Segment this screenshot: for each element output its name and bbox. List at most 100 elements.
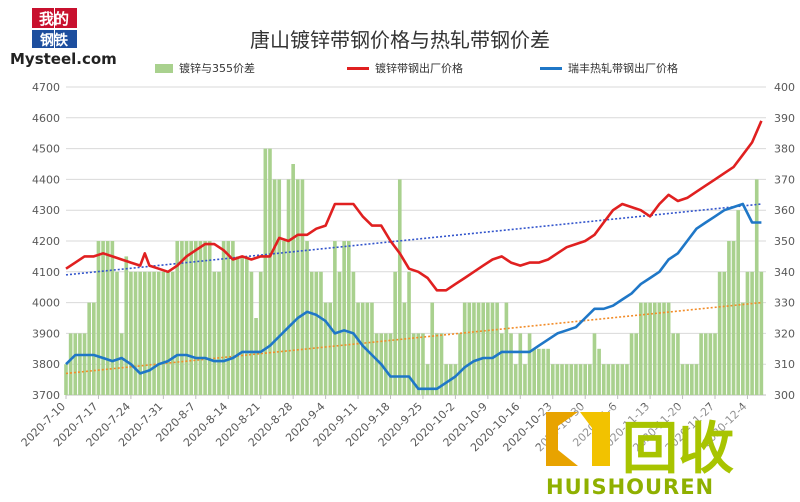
- bar: [129, 271, 133, 395]
- bar: [639, 302, 643, 395]
- bar: [207, 241, 212, 395]
- y-right-tick-label: 400: [774, 81, 795, 94]
- recycle-icon: [546, 412, 578, 466]
- bar: [333, 241, 337, 395]
- bar: [272, 179, 277, 395]
- bar: [268, 148, 272, 395]
- bar: [282, 241, 286, 395]
- bar: [606, 364, 611, 395]
- bar: [175, 241, 180, 395]
- legend-swatch-red-line: [347, 66, 369, 70]
- bar: [309, 271, 314, 395]
- y-right-tick-label: 330: [774, 297, 795, 310]
- huishouren-watermark: 回收 HUISHOUREN: [540, 406, 790, 499]
- bar: [550, 364, 555, 395]
- y-axis-left: 3700 3800 3900 4000 4100 4200 4300 4400 4500 4600…: [32, 81, 60, 402]
- mysteel-logo: 我的 钢铁 Mysteel.com: [8, 6, 118, 68]
- bar: [592, 333, 597, 395]
- y-left-tick-label: 4000: [32, 297, 60, 310]
- bar: [193, 241, 198, 395]
- bar: [319, 271, 323, 395]
- bar: [745, 271, 750, 395]
- bar: [425, 364, 430, 395]
- bar: [439, 333, 444, 395]
- bar: [504, 302, 509, 395]
- bar: [370, 302, 374, 395]
- y-right-tick-label: 340: [774, 266, 795, 279]
- bar: [759, 271, 764, 395]
- bar: [249, 271, 254, 395]
- y-right-tick-label: 350: [774, 235, 795, 248]
- bar: [328, 302, 333, 395]
- bar: [722, 271, 727, 395]
- bar: [166, 271, 170, 395]
- bar: [305, 241, 309, 395]
- bar: [680, 364, 685, 395]
- bar: [625, 364, 629, 395]
- bar: [662, 302, 666, 395]
- bar: [397, 179, 402, 395]
- y-left-tick-label: 3900: [32, 327, 60, 340]
- bar: [481, 302, 486, 395]
- y-left-tick-label: 4300: [32, 204, 60, 217]
- bar: [736, 210, 740, 395]
- bar: [652, 302, 657, 395]
- bar: [597, 348, 601, 395]
- bar: [467, 302, 472, 395]
- bar: [221, 241, 226, 395]
- bar: [374, 333, 379, 395]
- bar: [342, 241, 346, 395]
- bar: [657, 302, 662, 395]
- bar: [323, 302, 328, 395]
- bar: [532, 348, 537, 395]
- bar: [87, 302, 91, 395]
- bar: [170, 271, 175, 395]
- bar: [546, 348, 550, 395]
- bar: [198, 241, 203, 395]
- bar: [643, 302, 648, 395]
- bar: [68, 333, 73, 395]
- trendlines: [65, 203, 762, 375]
- y-axis-right: 300 310 320 330 340 350 360 370 380 390 400: [774, 81, 795, 402]
- bar: [490, 302, 495, 395]
- bar: [727, 241, 731, 395]
- bar: [509, 333, 513, 395]
- y-right-tick-label: 370: [774, 173, 795, 186]
- bar-series: [64, 148, 764, 395]
- bar: [560, 364, 564, 395]
- legend-label-spread: 镀锌与355价差: [179, 62, 255, 75]
- y-left-tick-label: 4100: [32, 266, 60, 279]
- bar: [346, 241, 351, 395]
- bar: [356, 302, 360, 395]
- bar: [416, 333, 421, 395]
- bar: [731, 241, 736, 395]
- bar: [472, 302, 476, 395]
- bar: [690, 364, 694, 395]
- bar: [676, 333, 680, 395]
- bar: [694, 364, 699, 395]
- bar: [393, 271, 397, 395]
- bar: [314, 271, 319, 395]
- logo-brand: Mysteel.com: [10, 50, 117, 68]
- y-left-tick-label: 3800: [32, 358, 60, 371]
- y-right-tick-label: 360: [774, 204, 795, 217]
- bar: [337, 271, 342, 395]
- recycle-arrow-icon: [580, 412, 610, 466]
- bar: [384, 333, 388, 395]
- bar: [138, 271, 142, 395]
- bar: [263, 148, 268, 395]
- bar: [235, 256, 240, 395]
- bar: [300, 179, 305, 395]
- y-left-tick-label: 4700: [32, 81, 60, 94]
- bar: [671, 333, 676, 395]
- bar: [741, 302, 745, 395]
- bar: [78, 333, 82, 395]
- chart-title: 唐山镀锌带钢价格与热轧带钢价差: [250, 28, 550, 52]
- bar: [277, 179, 282, 395]
- bar: [147, 271, 152, 395]
- bar: [64, 364, 68, 395]
- bar: [105, 241, 110, 395]
- y-right-tick-label: 310: [774, 358, 795, 371]
- bar: [648, 302, 652, 395]
- bar: [527, 333, 532, 395]
